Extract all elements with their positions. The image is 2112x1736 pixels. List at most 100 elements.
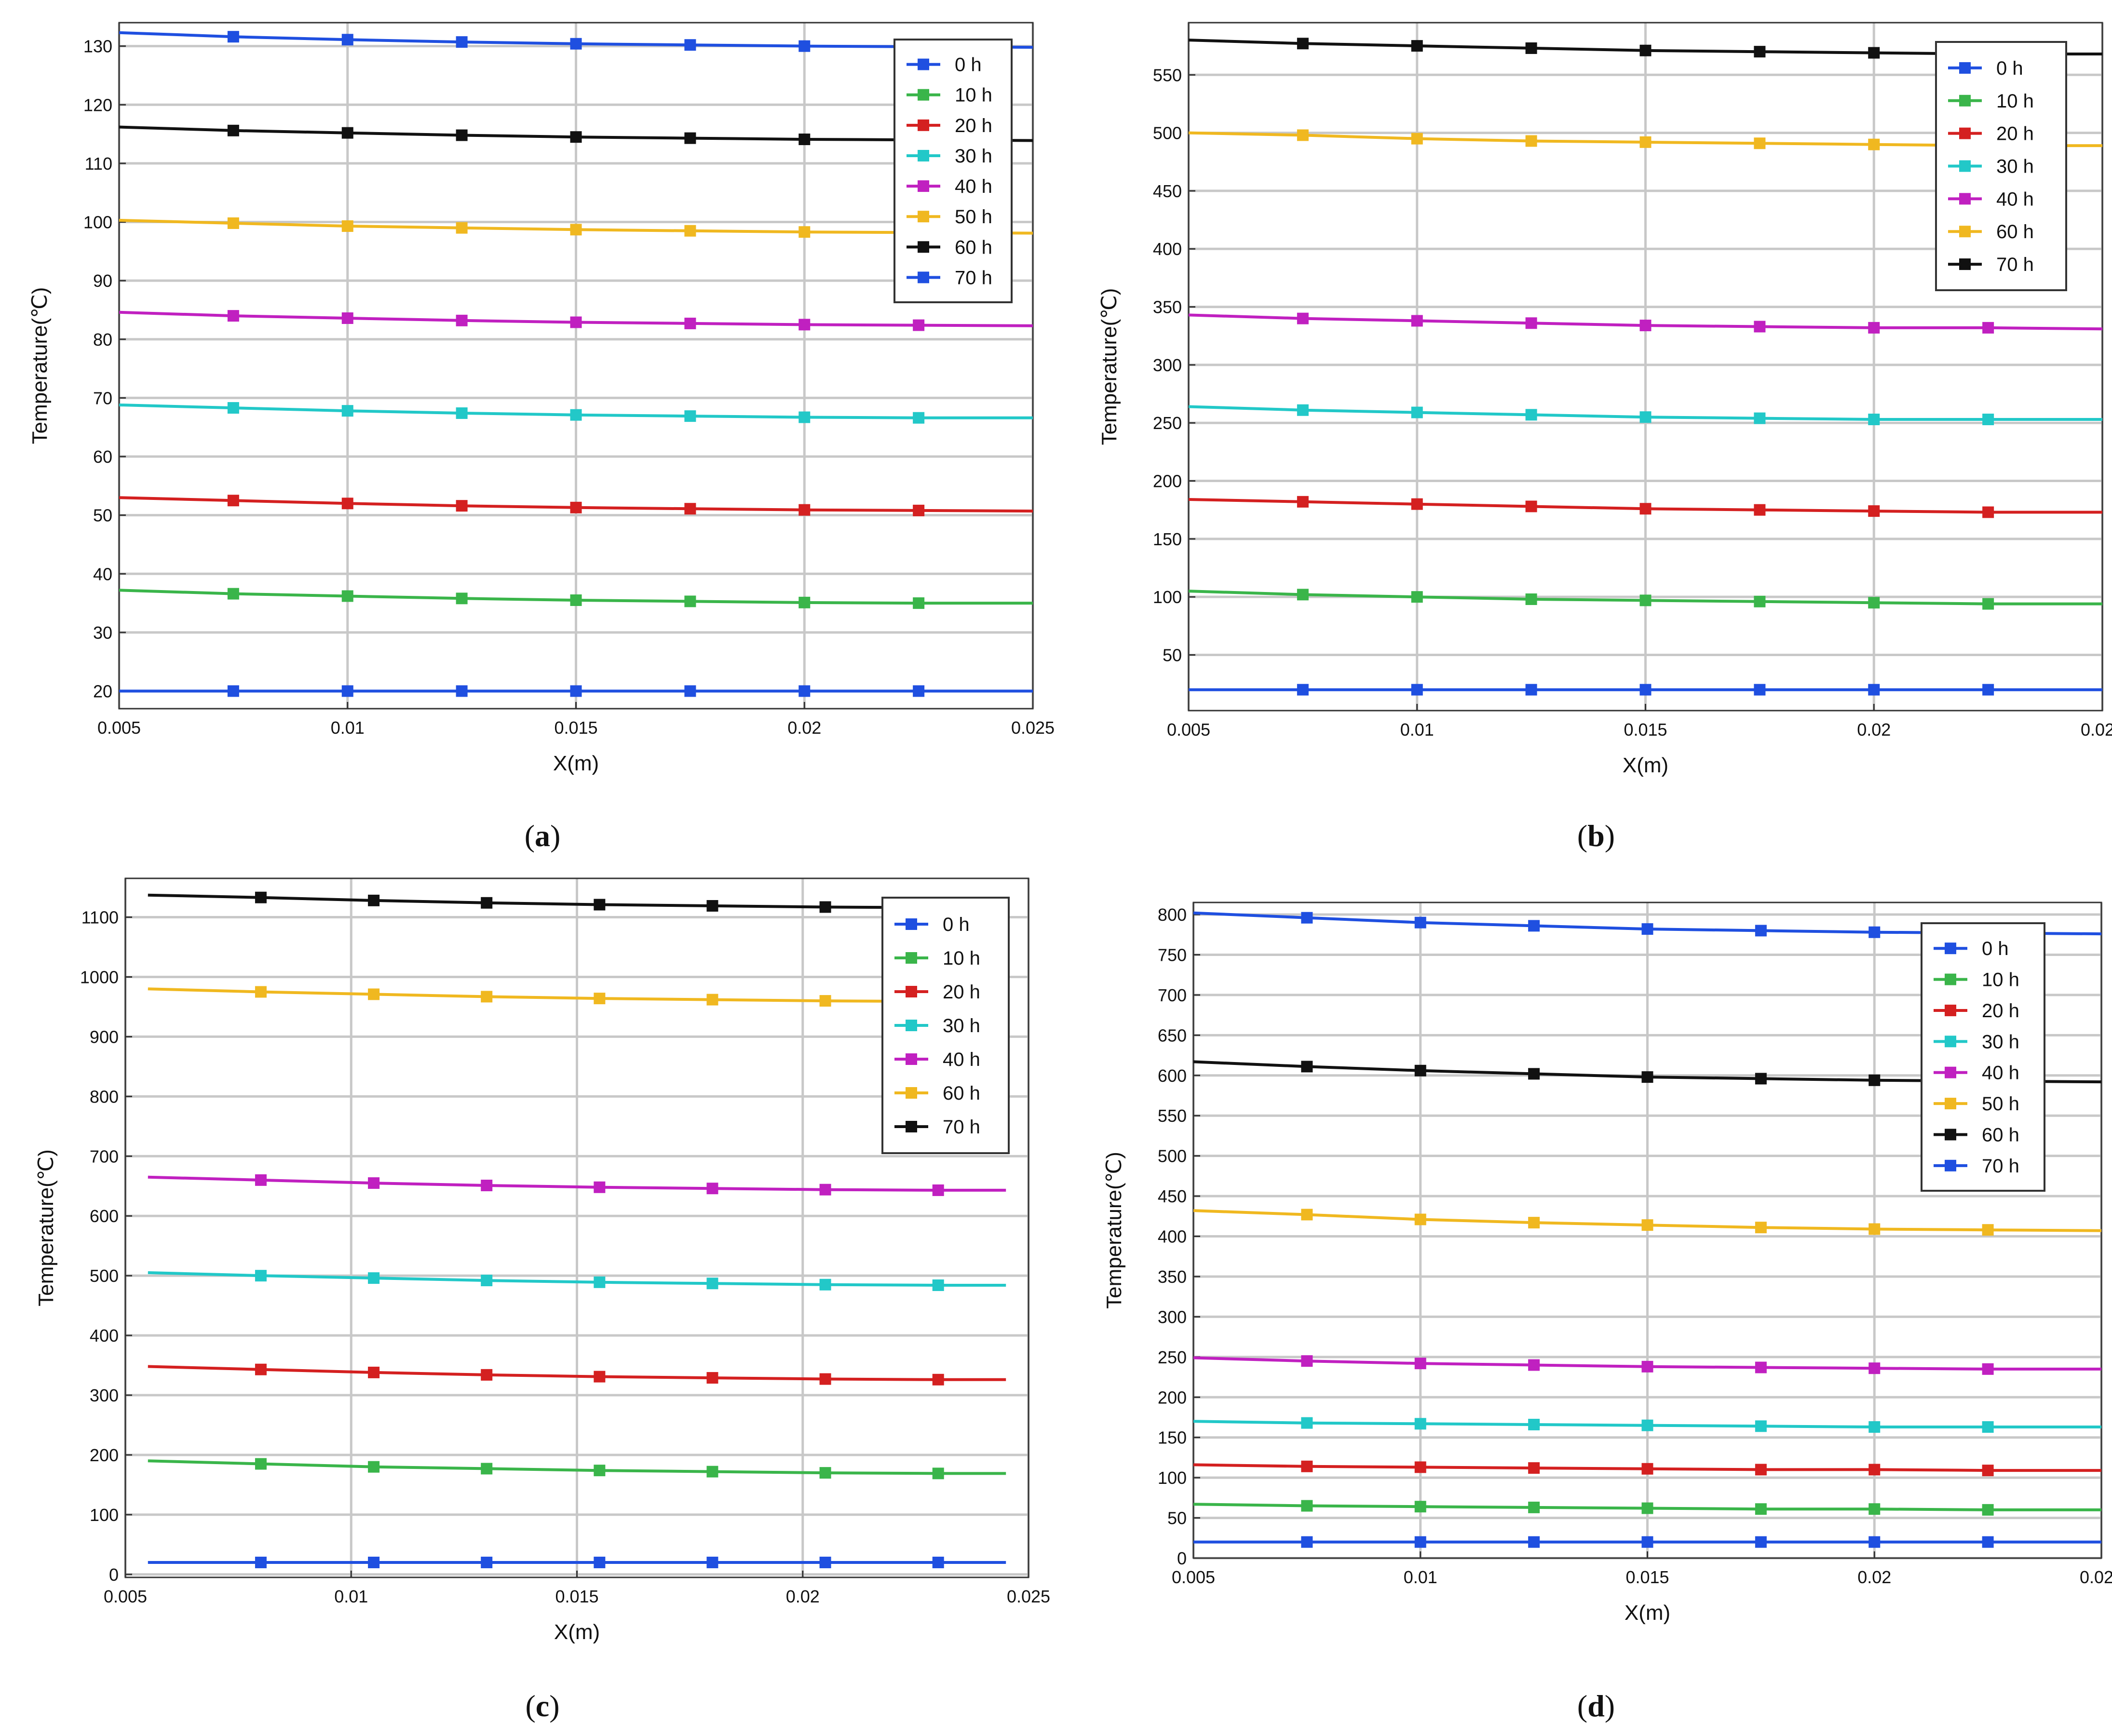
data-point	[1755, 1073, 1767, 1085]
y-tick-label: 250	[1153, 413, 1182, 433]
data-point	[1868, 47, 1880, 59]
x-tick-label: 0.025	[1011, 718, 1055, 738]
data-point	[1754, 412, 1766, 424]
data-point	[1868, 1503, 1881, 1515]
data-point	[1755, 1464, 1767, 1476]
data-point	[819, 995, 831, 1007]
legend-label: 0 h	[1982, 938, 2009, 959]
x-tick-label: 0.015	[1624, 720, 1667, 740]
data-point	[1639, 44, 1652, 56]
legend-label: 30 h	[943, 1015, 980, 1036]
data-point	[481, 1557, 493, 1569]
data-point	[1868, 1421, 1881, 1433]
data-point	[1301, 1061, 1313, 1073]
legend-label: 0 h	[955, 54, 982, 76]
data-point	[1528, 1462, 1540, 1474]
y-tick-label: 250	[1158, 1347, 1187, 1367]
data-point	[819, 1184, 831, 1196]
y-tick-label: 800	[1158, 905, 1187, 925]
legend-label: 60 h	[955, 237, 992, 258]
y-tick-label: 300	[1158, 1307, 1187, 1327]
data-point	[1297, 589, 1309, 601]
data-point	[819, 1467, 831, 1479]
data-point	[227, 495, 239, 507]
legend-swatch-marker	[1959, 258, 1971, 270]
caption-d: (d)	[1577, 1689, 1615, 1723]
x-tick-label: 0.015	[555, 1587, 598, 1606]
data-point	[1641, 1360, 1653, 1373]
data-point	[1641, 1463, 1653, 1475]
data-point	[1641, 1219, 1653, 1231]
data-point	[1755, 1222, 1767, 1234]
y-tick-label: 1100	[81, 908, 119, 928]
legend-swatch-marker	[918, 180, 929, 192]
data-point	[368, 894, 380, 906]
data-point	[570, 409, 582, 421]
data-point	[1754, 46, 1766, 58]
y-tick-label: 30	[93, 623, 112, 643]
y-tick-label: 450	[1153, 181, 1182, 201]
data-point	[341, 498, 353, 510]
data-point	[684, 225, 696, 237]
data-point	[1411, 315, 1423, 327]
data-point	[1868, 138, 1880, 150]
data-point	[819, 901, 831, 913]
data-point	[341, 34, 353, 46]
data-point	[932, 1184, 944, 1196]
x-tick-label: 0.01	[1404, 1567, 1437, 1587]
legend-swatch-marker	[906, 918, 917, 930]
data-point	[1528, 1217, 1540, 1229]
legend-label: 60 h	[1996, 221, 2034, 242]
legend-swatch-marker	[1959, 62, 1971, 74]
y-tick-label: 120	[83, 95, 112, 115]
x-tick-label: 0.02	[787, 718, 821, 738]
data-point	[1301, 1536, 1313, 1548]
data-point	[1868, 926, 1881, 938]
legend-label: 60 h	[943, 1083, 980, 1104]
data-point	[1639, 136, 1652, 148]
data-point	[1868, 1074, 1881, 1086]
data-point	[1414, 1461, 1426, 1473]
data-point	[1868, 1536, 1881, 1548]
data-point	[481, 1463, 493, 1475]
data-point	[456, 222, 468, 234]
panel-a: 0.005 0.01 0.015 0.02 0.025 20 30 40 50 60 70 80 90 1…	[28, 22, 1055, 775]
y-tick-label: 150	[1158, 1428, 1187, 1448]
y-tick-label: 80	[93, 330, 112, 350]
data-point	[594, 1276, 606, 1288]
y-tick-label: 550	[1158, 1106, 1187, 1126]
data-point	[1868, 1464, 1881, 1476]
data-point	[368, 988, 380, 1000]
y-tick-label: 50	[1167, 1508, 1187, 1528]
legend-swatch-marker	[918, 89, 929, 101]
y-tick-label: 300	[90, 1386, 119, 1405]
data-point	[570, 685, 582, 697]
data-point	[799, 226, 811, 238]
y-axis-title: Temperature(℃)	[1097, 288, 1121, 445]
y-tick-label: 70	[93, 388, 112, 408]
data-point	[1982, 684, 1994, 696]
data-point	[1297, 312, 1309, 324]
data-point	[1297, 404, 1309, 416]
data-point	[341, 312, 353, 324]
data-point	[913, 597, 925, 609]
x-tick-label: 0.02	[786, 1587, 820, 1606]
x-tick-label: 0.025	[2081, 720, 2112, 740]
y-tick-label: 200	[1158, 1387, 1187, 1407]
data-point	[594, 1371, 606, 1383]
legend-swatch-marker	[1945, 1066, 1956, 1078]
data-point	[932, 1467, 944, 1480]
panel-b: 0.005 0.01 0.015 0.02 0.025 50 100 150 200 250 300…	[1097, 22, 2112, 777]
y-tick-label: 200	[1153, 471, 1182, 491]
data-point	[1525, 42, 1537, 54]
y-tick-label: 650	[1158, 1025, 1187, 1045]
data-point	[1755, 925, 1767, 937]
y-tick-label: 60	[93, 447, 112, 467]
y-tick-label: 800	[90, 1087, 119, 1106]
data-point	[1411, 40, 1423, 52]
data-point	[227, 124, 239, 136]
data-point	[1982, 1536, 1994, 1548]
data-point	[1868, 597, 1880, 609]
data-point	[932, 1279, 944, 1291]
data-point	[1982, 1504, 1994, 1516]
